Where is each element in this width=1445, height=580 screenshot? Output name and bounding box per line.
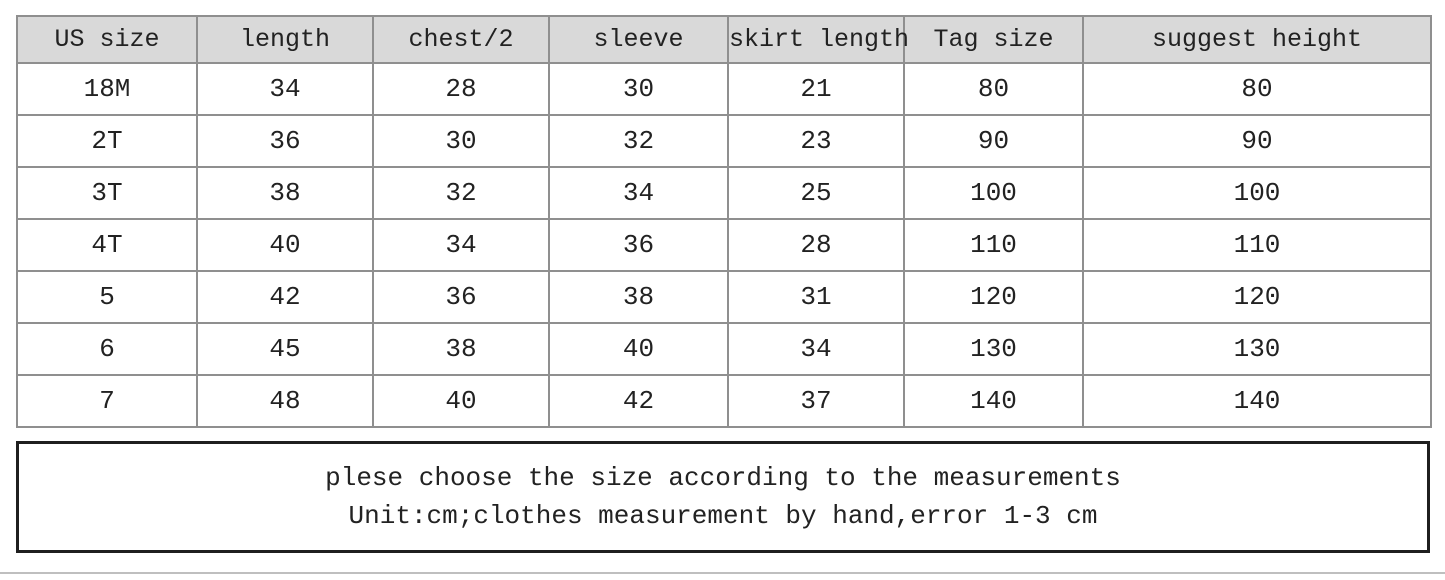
cell-length-6: 45 bbox=[196, 322, 374, 376]
note-line-2: Unit:cm;clothes measurement by hand,erro… bbox=[348, 500, 1098, 531]
column-header-tag-size: Tag size bbox=[903, 15, 1084, 64]
cell-us-size-5: 5 bbox=[16, 270, 198, 324]
cell-suggest-height-4t: 110 bbox=[1082, 218, 1432, 272]
cell-skirt-length-4t: 28 bbox=[727, 218, 905, 272]
cell-us-size-18m: 18M bbox=[16, 62, 198, 116]
table-row-4t: 4T 40 34 36 28 110 110 bbox=[16, 218, 1432, 272]
cell-tag-size-3t: 100 bbox=[903, 166, 1084, 220]
cell-sleeve-4t: 36 bbox=[548, 218, 729, 272]
note-line-1: plese choose the size according to the m… bbox=[325, 462, 1121, 493]
column-header-chest-2: chest/2 bbox=[372, 15, 550, 64]
cell-skirt-length-2t: 23 bbox=[727, 114, 905, 168]
cell-us-size-4t: 4T bbox=[16, 218, 198, 272]
cell-chest-2-7: 40 bbox=[372, 374, 550, 428]
cell-suggest-height-6: 130 bbox=[1082, 322, 1432, 376]
size-chart-table: US size length chest/2 sleeve skirt length Ta… bbox=[16, 15, 1432, 428]
cell-chest-2-2t: 30 bbox=[372, 114, 550, 168]
header-row: US size length chest/2 sleeve skirt length Ta… bbox=[16, 15, 1432, 64]
cell-length-7: 48 bbox=[196, 374, 374, 428]
table-row-5: 5 42 36 38 31 120 120 bbox=[16, 270, 1432, 324]
column-header-us-size: US size bbox=[16, 15, 198, 64]
cell-chest-2-4t: 34 bbox=[372, 218, 550, 272]
cell-us-size-7: 7 bbox=[16, 374, 198, 428]
cell-tag-size-7: 140 bbox=[903, 374, 1084, 428]
cell-tag-size-6: 130 bbox=[903, 322, 1084, 376]
cell-skirt-length-3t: 25 bbox=[727, 166, 905, 220]
cell-length-5: 42 bbox=[196, 270, 374, 324]
cell-tag-size-4t: 110 bbox=[903, 218, 1084, 272]
cell-tag-size-2t: 90 bbox=[903, 114, 1084, 168]
cell-length-4t: 40 bbox=[196, 218, 374, 272]
cell-tag-size-18m: 80 bbox=[903, 62, 1084, 116]
cell-us-size-6: 6 bbox=[16, 322, 198, 376]
cell-suggest-height-3t: 100 bbox=[1082, 166, 1432, 220]
bottom-divider bbox=[0, 572, 1445, 574]
size-table-body: 18M 34 28 30 21 80 80 2T 36 30 32 23 90 90 3T 38 32 34 25 1… bbox=[16, 62, 1432, 428]
cell-suggest-height-2t: 90 bbox=[1082, 114, 1432, 168]
cell-sleeve-5: 38 bbox=[548, 270, 729, 324]
table-row-3t: 3T 38 32 34 25 100 100 bbox=[16, 166, 1432, 220]
column-header-sleeve: sleeve bbox=[548, 15, 729, 64]
cell-sleeve-7: 42 bbox=[548, 374, 729, 428]
cell-length-3t: 38 bbox=[196, 166, 374, 220]
table-row-18m: 18M 34 28 30 21 80 80 bbox=[16, 62, 1432, 116]
cell-us-size-2t: 2T bbox=[16, 114, 198, 168]
column-header-length: length bbox=[196, 15, 374, 64]
cell-suggest-height-5: 120 bbox=[1082, 270, 1432, 324]
table-row-6: 6 45 38 40 34 130 130 bbox=[16, 322, 1432, 376]
cell-chest-2-5: 36 bbox=[372, 270, 550, 324]
cell-sleeve-6: 40 bbox=[548, 322, 729, 376]
cell-suggest-height-18m: 80 bbox=[1082, 62, 1432, 116]
cell-length-2t: 36 bbox=[196, 114, 374, 168]
cell-chest-2-6: 38 bbox=[372, 322, 550, 376]
table-row-7: 7 48 40 42 37 140 140 bbox=[16, 374, 1432, 428]
cell-skirt-length-6: 34 bbox=[727, 322, 905, 376]
table-row-2t: 2T 36 30 32 23 90 90 bbox=[16, 114, 1432, 168]
cell-skirt-length-7: 37 bbox=[727, 374, 905, 428]
cell-chest-2-3t: 32 bbox=[372, 166, 550, 220]
cell-sleeve-2t: 32 bbox=[548, 114, 729, 168]
column-header-skirt-length: skirt length bbox=[727, 15, 909, 64]
cell-chest-2-18m: 28 bbox=[372, 62, 550, 116]
column-header-suggest-height: suggest height bbox=[1082, 15, 1432, 64]
cell-skirt-length-5: 31 bbox=[727, 270, 905, 324]
cell-tag-size-5: 120 bbox=[903, 270, 1084, 324]
cell-length-18m: 34 bbox=[196, 62, 374, 116]
cell-us-size-3t: 3T bbox=[16, 166, 198, 220]
cell-sleeve-3t: 34 bbox=[548, 166, 729, 220]
cell-suggest-height-7: 140 bbox=[1082, 374, 1432, 428]
cell-skirt-length-18m: 21 bbox=[727, 62, 905, 116]
cell-sleeve-18m: 30 bbox=[548, 62, 729, 116]
measurement-note-box: plese choose the size according to the m… bbox=[16, 441, 1430, 553]
